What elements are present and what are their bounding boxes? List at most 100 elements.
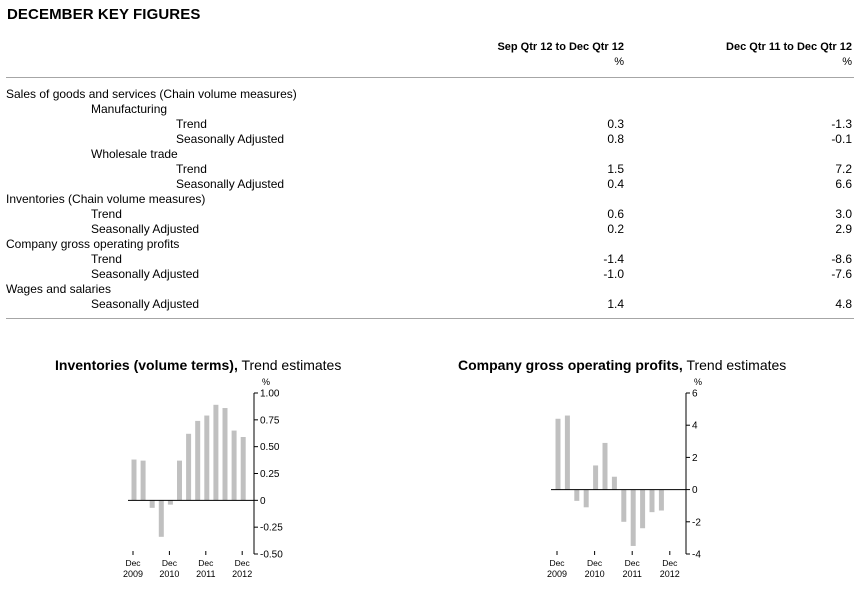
row-value-quarterly: 0.6 bbox=[607, 207, 624, 221]
x-tick-label-year: 2011 bbox=[196, 569, 215, 579]
x-tick-label-month: Dec bbox=[549, 558, 565, 568]
bar-11 bbox=[231, 430, 237, 501]
x-tick-label-month: Dec bbox=[662, 558, 678, 568]
x-tick-label-month: Dec bbox=[587, 558, 603, 568]
bar-12 bbox=[240, 437, 246, 501]
row-value-quarterly: 1.4 bbox=[607, 297, 624, 311]
table-bottom-rule bbox=[6, 318, 854, 319]
row-value-quarterly: 0.2 bbox=[607, 222, 624, 236]
bar-2 bbox=[149, 500, 155, 508]
y-tick-label: -0.25 bbox=[260, 523, 283, 534]
table-top-rule bbox=[6, 77, 854, 78]
row-value-quarterly: 0.4 bbox=[607, 177, 624, 191]
table-row: Trend 1.5 7.2 bbox=[0, 162, 858, 177]
row-value-quarterly: 0.8 bbox=[607, 132, 624, 146]
row-label: Sales of goods and services (Chain volum… bbox=[6, 87, 297, 101]
table-row: Seasonally Adjusted 0.2 2.9 bbox=[0, 222, 858, 237]
y-axis-unit: % bbox=[262, 377, 270, 387]
row-value-annual: 3.0 bbox=[835, 207, 852, 221]
row-label: Seasonally Adjusted bbox=[91, 297, 200, 311]
table-row: Wholesale trade bbox=[0, 147, 858, 162]
bar-1 bbox=[564, 415, 570, 490]
column-unit-annual: % bbox=[842, 56, 852, 68]
table-row: Manufacturing bbox=[0, 102, 858, 117]
y-tick-label: 0.50 bbox=[260, 442, 280, 453]
table-row: Seasonally Adjusted 0.8 -0.1 bbox=[0, 132, 858, 147]
row-label: Seasonally Adjusted bbox=[176, 132, 285, 146]
y-tick-label: -4 bbox=[692, 550, 701, 561]
x-tick-label-month: Dec bbox=[125, 558, 141, 568]
row-value-annual: -7.6 bbox=[831, 267, 852, 281]
table-row: Seasonally Adjusted 0.4 6.6 bbox=[0, 177, 858, 192]
row-label: Trend bbox=[91, 207, 122, 221]
x-tick-label-month: Dec bbox=[625, 558, 641, 568]
row-value-annual: 4.8 bbox=[835, 297, 852, 311]
x-tick-label-month: Dec bbox=[235, 558, 251, 568]
bar-11 bbox=[658, 489, 664, 511]
y-tick-label: 6 bbox=[692, 389, 698, 400]
row-value-quarterly: 1.5 bbox=[607, 162, 624, 176]
bar-1 bbox=[140, 460, 146, 501]
x-tick-label-year: 2010 bbox=[159, 569, 179, 579]
y-tick-label: 0.25 bbox=[260, 469, 280, 480]
y-tick-label: 1.00 bbox=[260, 389, 280, 400]
x-tick-label-month: Dec bbox=[198, 558, 214, 568]
table-row: Trend 0.6 3.0 bbox=[0, 207, 858, 222]
bar-10 bbox=[649, 489, 655, 513]
bar-7 bbox=[621, 489, 627, 522]
row-label: Trend bbox=[91, 252, 122, 266]
x-tick-label-year: 2010 bbox=[585, 569, 605, 579]
x-tick-label-year: 2012 bbox=[660, 569, 680, 579]
row-label: Trend bbox=[176, 117, 207, 131]
y-tick-label: 0 bbox=[260, 496, 266, 507]
bar-0 bbox=[555, 418, 561, 490]
row-value-annual: -0.1 bbox=[831, 132, 852, 146]
chart-title-inventories: Inventories (volume terms), Trend estima… bbox=[55, 357, 342, 373]
bar-2 bbox=[574, 489, 580, 501]
column-header-annual: Dec Qtr 11 to Dec Qtr 12 bbox=[726, 41, 852, 53]
y-tick-label: 0.75 bbox=[260, 415, 280, 426]
bar-5 bbox=[177, 460, 182, 501]
y-tick-label: 0 bbox=[692, 485, 698, 496]
column-unit-quarterly: % bbox=[614, 56, 624, 68]
x-tick-label-year: 2009 bbox=[547, 569, 567, 579]
x-tick-label-year: 2012 bbox=[232, 569, 252, 579]
bar-4 bbox=[167, 500, 173, 505]
table-row: Trend -1.4 -8.6 bbox=[0, 252, 858, 267]
row-value-annual: 7.2 bbox=[835, 162, 852, 176]
row-value-quarterly: 0.3 bbox=[607, 117, 624, 131]
bar-9 bbox=[213, 404, 219, 501]
table-row: Sales of goods and services (Chain volum… bbox=[0, 87, 858, 102]
table-row: Inventories (Chain volume measures) bbox=[0, 192, 858, 207]
x-tick-label-year: 2011 bbox=[623, 569, 642, 579]
y-axis-unit: % bbox=[694, 377, 702, 387]
page-title: DECEMBER KEY FIGURES bbox=[7, 6, 201, 23]
y-tick-label: -2 bbox=[692, 517, 701, 528]
bar-7 bbox=[195, 420, 201, 501]
row-label: Inventories (Chain volume measures) bbox=[6, 192, 206, 206]
bar-5 bbox=[602, 442, 608, 490]
row-value-quarterly: -1.0 bbox=[603, 267, 624, 281]
bar-3 bbox=[583, 489, 589, 508]
y-tick-label: 4 bbox=[692, 421, 698, 432]
bar-9 bbox=[640, 489, 646, 529]
row-label: Manufacturing bbox=[91, 102, 168, 116]
row-label: Wages and salaries bbox=[6, 282, 111, 296]
table-row: Seasonally Adjusted -1.0 -7.6 bbox=[0, 267, 858, 282]
table-row: Seasonally Adjusted 1.4 4.8 bbox=[0, 297, 858, 312]
table-row: Wages and salaries bbox=[0, 282, 858, 297]
bar-8 bbox=[204, 415, 210, 501]
bar-3 bbox=[158, 500, 164, 537]
bar-6 bbox=[186, 433, 192, 501]
row-label: Seasonally Adjusted bbox=[176, 177, 285, 191]
table-row: Trend 0.3 -1.3 bbox=[0, 117, 858, 132]
bar-4 bbox=[593, 465, 599, 490]
y-tick-label: -0.50 bbox=[260, 550, 283, 561]
row-value-annual: -8.6 bbox=[831, 252, 852, 266]
row-label: Seasonally Adjusted bbox=[91, 222, 200, 236]
y-tick-label: 2 bbox=[692, 453, 698, 464]
row-value-annual: 2.9 bbox=[835, 222, 852, 236]
row-label: Company gross operating profits bbox=[6, 237, 180, 251]
